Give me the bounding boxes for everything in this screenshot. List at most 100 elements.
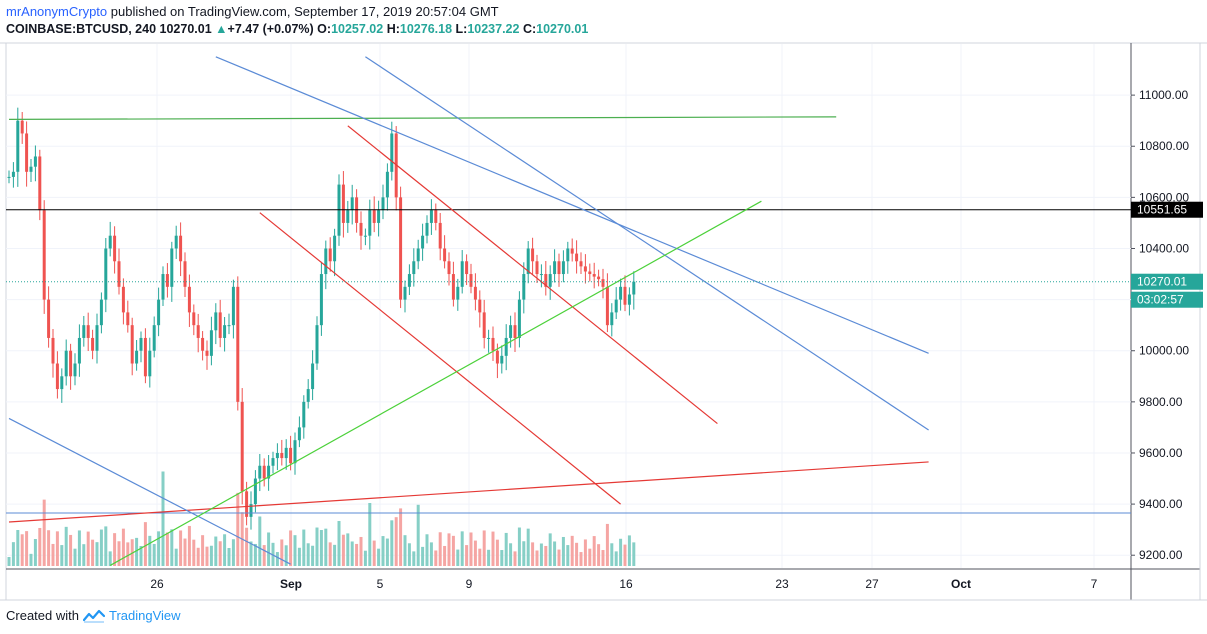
volume-bar bbox=[487, 549, 491, 566]
candle bbox=[108, 221, 112, 257]
candle-body bbox=[570, 248, 574, 254]
blue-trendline-lower-left[interactable] bbox=[8, 417, 291, 565]
candle bbox=[152, 316, 156, 358]
volume-bar bbox=[249, 541, 253, 566]
red-channel-lower[interactable] bbox=[259, 212, 621, 505]
candle-body bbox=[513, 325, 517, 338]
candle-body bbox=[55, 363, 59, 390]
candle-body bbox=[548, 274, 552, 287]
candle-body bbox=[341, 184, 345, 223]
candle bbox=[429, 199, 433, 235]
bar-countdown-tag-bg bbox=[1131, 291, 1203, 308]
candle bbox=[192, 304, 196, 336]
candle bbox=[126, 300, 130, 333]
candle bbox=[227, 313, 231, 335]
candle-body bbox=[482, 312, 486, 338]
candle bbox=[619, 278, 623, 311]
candle-body bbox=[117, 261, 121, 287]
volume-bar bbox=[275, 552, 279, 566]
candle-body bbox=[509, 325, 513, 338]
candle-body bbox=[51, 337, 55, 364]
candle bbox=[438, 212, 442, 261]
candle bbox=[157, 287, 161, 337]
blue-channel-upper[interactable] bbox=[215, 56, 929, 354]
price-tick-label: 11000.00 bbox=[1139, 88, 1188, 102]
candle bbox=[553, 249, 557, 283]
candle bbox=[566, 241, 570, 274]
red-channel-upper[interactable] bbox=[347, 125, 718, 425]
symbol-label[interactable]: COINBASE:BTCUSD, 240 bbox=[6, 22, 157, 36]
candle-body bbox=[381, 197, 385, 211]
candle bbox=[504, 324, 508, 371]
high-value: 10276.18 bbox=[399, 22, 453, 36]
volume-bar bbox=[135, 537, 139, 566]
price-tick-label: 10800.00 bbox=[1139, 139, 1189, 153]
bar-countdown-tag: 03:02:57 bbox=[1137, 293, 1184, 307]
volume-bar bbox=[355, 543, 359, 566]
candle bbox=[500, 345, 504, 374]
volume-bar bbox=[258, 516, 262, 566]
candle bbox=[205, 340, 209, 370]
candle bbox=[570, 238, 574, 262]
volume-bar bbox=[456, 549, 460, 566]
candle-body bbox=[47, 299, 51, 338]
candle bbox=[275, 443, 279, 471]
green-uptrend-line[interactable] bbox=[109, 200, 762, 566]
candle-body bbox=[16, 120, 20, 172]
volume-bar bbox=[407, 543, 411, 566]
candle bbox=[29, 159, 33, 183]
price-tick-label: 10000.00 bbox=[1139, 344, 1189, 358]
candle bbox=[82, 315, 86, 347]
candle bbox=[451, 261, 455, 307]
price-tick-label: 9200.00 bbox=[1139, 548, 1183, 562]
volume-bar bbox=[579, 552, 583, 566]
candle bbox=[236, 276, 240, 411]
time-axis-label: 9 bbox=[466, 577, 473, 591]
candle-body bbox=[456, 286, 460, 300]
candle bbox=[95, 313, 99, 364]
candle bbox=[526, 241, 530, 284]
candle bbox=[148, 337, 152, 388]
volume-bar bbox=[632, 542, 636, 566]
candle-body bbox=[60, 376, 64, 390]
candle bbox=[443, 235, 447, 269]
resistance-line[interactable] bbox=[8, 116, 837, 121]
candle bbox=[315, 316, 319, 370]
time-axis-label: 7 bbox=[1091, 577, 1098, 591]
blue-channel-upper-2[interactable] bbox=[365, 56, 929, 431]
candle-body bbox=[29, 166, 33, 172]
low-value: 10237.22 bbox=[467, 22, 520, 36]
volume-bar bbox=[11, 542, 15, 566]
candle-body bbox=[390, 133, 394, 172]
candle-body bbox=[165, 274, 169, 287]
volume-bar bbox=[447, 533, 451, 566]
candle-body bbox=[319, 274, 323, 326]
candle-body bbox=[82, 325, 86, 338]
candle-body bbox=[7, 176, 11, 178]
candle-body bbox=[218, 312, 222, 338]
hline-price-tag-bg bbox=[1131, 201, 1203, 218]
volume-bar bbox=[438, 532, 442, 566]
candle-body bbox=[368, 210, 372, 236]
candle bbox=[143, 328, 147, 384]
volume-bar bbox=[491, 531, 495, 566]
author-name[interactable]: mrAnonymCrypto bbox=[6, 4, 108, 19]
volume-bar bbox=[253, 543, 257, 566]
chart-publish-info: mrAnonymCrypto published on TradingView.… bbox=[6, 4, 499, 19]
candle-body bbox=[240, 401, 244, 492]
volume-bar bbox=[311, 545, 315, 566]
candle-body bbox=[130, 325, 134, 364]
volume-bar bbox=[601, 550, 605, 566]
candle bbox=[121, 278, 125, 325]
volume-bar bbox=[324, 528, 328, 566]
red-long-trendline[interactable] bbox=[8, 461, 929, 523]
candle-body bbox=[324, 248, 328, 275]
candle bbox=[42, 200, 46, 314]
volume-bar bbox=[627, 535, 631, 566]
candle bbox=[249, 491, 253, 530]
volume-bar bbox=[570, 535, 574, 566]
tradingview-brand[interactable]: TradingView bbox=[108, 608, 181, 623]
candle bbox=[592, 262, 596, 289]
candle bbox=[627, 287, 631, 316]
